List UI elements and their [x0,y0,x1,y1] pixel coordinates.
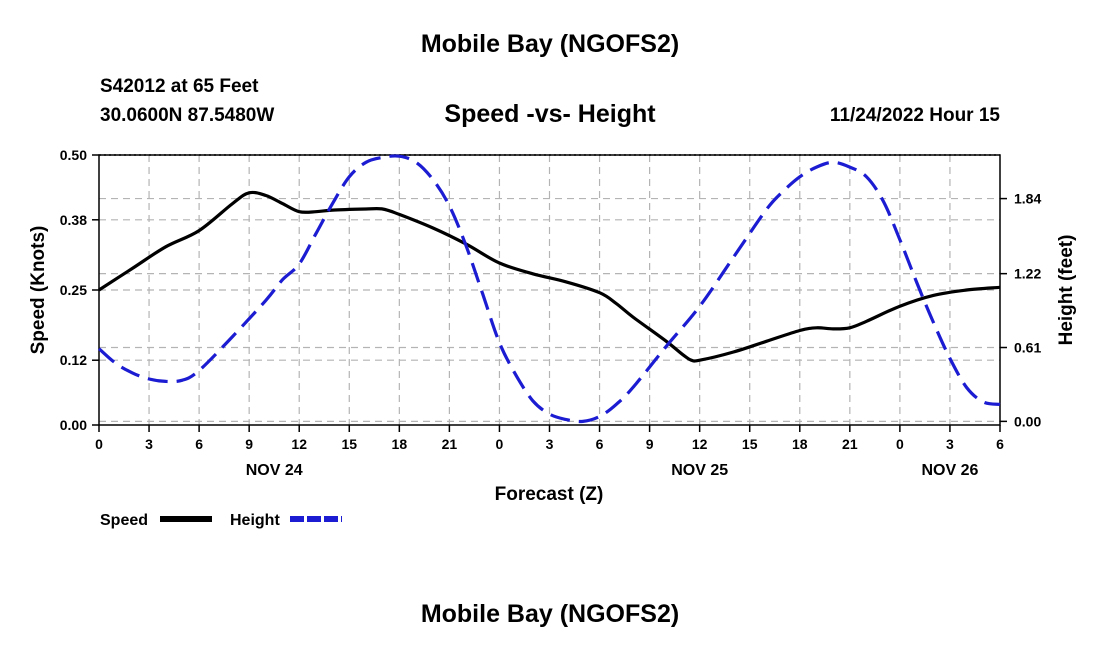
footer-title: Mobile Bay (NGOFS2) [420,600,680,628]
x-tick-label: 9 [646,436,654,452]
data-series [97,154,1001,424]
x-axis-label: Forecast (Z) [495,484,604,505]
x-tick-label: 21 [842,436,858,452]
x-date-label: NOV 25 [671,462,728,479]
x-tick-label: 3 [546,436,554,452]
y-tick-label: 0.38 [60,212,87,228]
y-tick-label: 0.25 [60,282,87,298]
x-tick-label: 12 [692,436,708,452]
x-tick-label: 0 [496,436,504,452]
x-date-label: NOV 24 [246,462,303,479]
x-tick-label: 9 [245,436,253,452]
x-tick-label: 3 [145,436,153,452]
station-label: S42012 at 65 Feet [100,76,259,97]
y-tick-label: 0.12 [60,352,87,368]
x-tick-label: 6 [195,436,203,452]
grid-lines [99,155,1000,425]
y-tick-label: 0.50 [60,147,87,163]
x-tick-label: 12 [291,436,307,452]
x-tick-label: 15 [341,436,357,452]
x-tick-label: 6 [996,436,1004,452]
x-tick-label: 15 [742,436,758,452]
legend-label-speed: Speed [100,512,148,529]
series-line-height [97,154,1001,424]
legend-label-height: Height [230,512,280,529]
y2-tick-label: 1.84 [1014,191,1041,207]
forecast-timestamp: 11/24/2022 Hour 15 [829,105,1000,126]
x-tick-label: 3 [946,436,954,452]
x-tick-label: 18 [792,436,808,452]
page-title: Mobile Bay (NGOFS2) [420,30,680,58]
y2-tick-label: 0.61 [1014,340,1041,356]
axis-ticks: 0 3 6 9 12 15 18 21 0 3 6 9 12 15 18 21 0 3 6 NOV 24 NOV 25 N… [60,147,1042,479]
x-tick-label: 0 [95,436,103,452]
x-date-label: NOV 26 [921,462,978,479]
y-axis-label: Speed (Knots) [28,226,49,355]
x-tick-label: 21 [442,436,458,452]
x-tick-label: 18 [392,436,408,452]
chart-title: Speed -vs- Height [444,100,656,128]
y2-axis-label: Height (feet) [1056,235,1077,346]
y2-tick-label: 1.22 [1014,266,1041,282]
y2-tick-label: 0.00 [1014,413,1041,429]
x-tick-label: 0 [896,436,904,452]
x-tick-label: 6 [596,436,604,452]
series-line-speed [98,190,1001,363]
legend: Speed Height [100,512,342,529]
station-coordinates: 30.0600N 87.5480W [100,105,275,126]
y-tick-label: 0.00 [60,417,87,433]
